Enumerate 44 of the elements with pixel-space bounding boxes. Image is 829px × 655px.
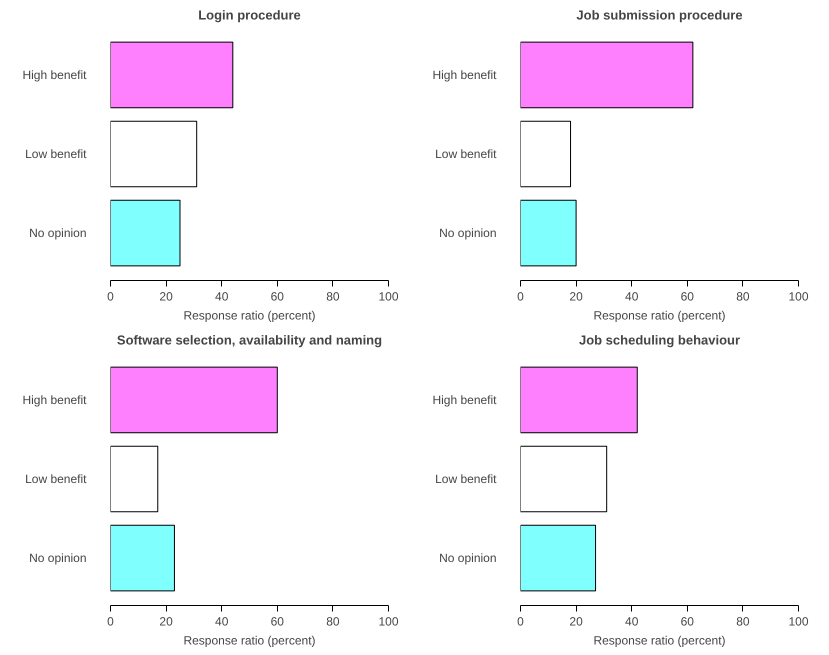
chart-title: Job scheduling behaviour — [578, 332, 740, 348]
y-tick-label: High benefit — [22, 68, 88, 82]
x-tick-label: 40 — [215, 290, 229, 304]
x-tick-label: 0 — [107, 614, 114, 628]
x-tick-label: 100 — [378, 290, 399, 304]
y-tick-label: Low benefit — [25, 147, 88, 161]
y-tick-label: No opinion — [29, 226, 86, 240]
y-tick-label: High benefit — [22, 392, 88, 407]
x-tick-label: 100 — [788, 290, 809, 304]
x-axis-title: Response ratio (percent) — [593, 308, 726, 322]
y-tick-label: No opinion — [29, 551, 86, 566]
x-tick-label: 80 — [326, 290, 340, 304]
x-tick-label: 80 — [736, 614, 750, 628]
y-tick-label: Low benefit — [435, 472, 498, 486]
x-tick-label: 20 — [569, 614, 584, 628]
x-tick-label: 80 — [326, 614, 340, 628]
x-tick-label: 20 — [159, 614, 174, 628]
y-tick-label: High benefit — [432, 68, 498, 82]
x-tick-label: 20 — [569, 290, 584, 304]
y-tick-label: No opinion — [439, 226, 496, 240]
chart-title: Software selection, availability and naming — [116, 332, 382, 348]
y-tick-label: Low benefit — [435, 147, 498, 161]
chart-title: Job submission procedure — [576, 8, 743, 22]
x-tick-label: 100 — [788, 614, 809, 628]
x-axis-title: Response ratio (percent) — [183, 308, 316, 322]
x-tick-label: 40 — [625, 614, 639, 628]
x-tick-label: 60 — [680, 614, 694, 628]
x-tick-label: 40 — [625, 290, 639, 304]
x-axis-title: Response ratio (percent) — [183, 634, 316, 648]
x-tick-label: 60 — [270, 614, 284, 628]
x-tick-label: 60 — [270, 290, 284, 304]
y-tick-label: No opinion — [439, 551, 496, 566]
x-tick-label: 40 — [215, 614, 229, 628]
chart-title: Login procedure — [198, 8, 301, 22]
x-axis-title: Response ratio (percent) — [593, 634, 726, 648]
x-tick-label: 0 — [517, 290, 524, 304]
x-tick-label: 60 — [680, 290, 694, 304]
x-tick-label: 20 — [159, 290, 174, 304]
y-tick-label: Low benefit — [25, 472, 88, 486]
x-tick-label: 0 — [517, 614, 524, 628]
x-tick-label: 100 — [378, 614, 399, 628]
x-tick-label: 0 — [107, 290, 114, 304]
y-tick-label: High benefit — [432, 392, 498, 407]
x-tick-label: 80 — [736, 290, 750, 304]
